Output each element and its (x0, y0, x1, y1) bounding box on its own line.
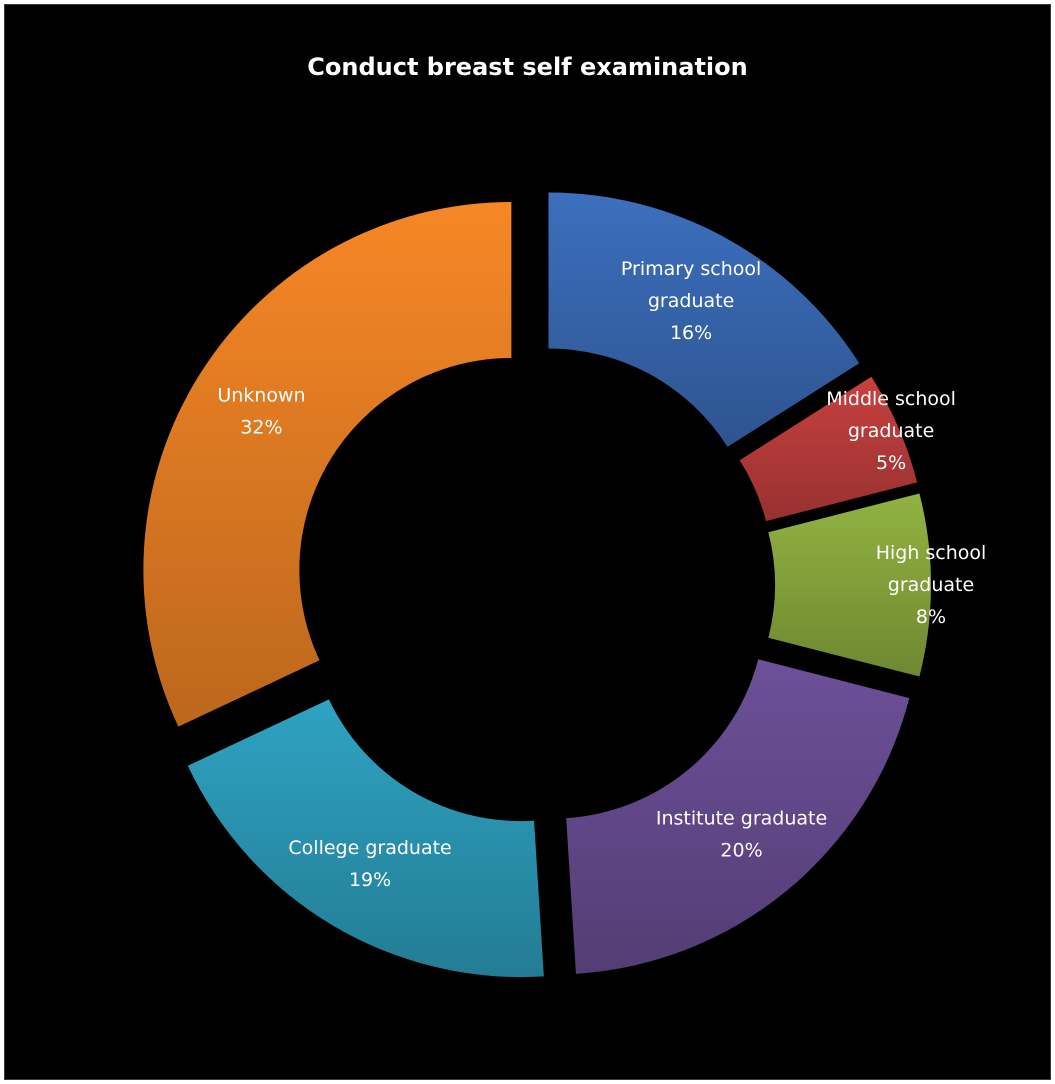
data-label-high-school-graduate: High school graduate 8% (876, 542, 987, 628)
chart-area: Conduct breast self examination Primary … (4, 4, 1051, 1080)
data-label-institute-graduate: Institute graduate 20% (656, 807, 827, 861)
slice-college-graduate (187, 699, 544, 978)
labels-layer: Primary school graduate 16% Middle school gr… (217, 258, 986, 891)
slice-middle-school-graduate (739, 376, 918, 522)
slices-layer (143, 192, 932, 978)
data-label-primary-school-graduate: Primary school graduate 16% (621, 258, 761, 344)
data-label-college-graduate: College graduate 19% (288, 836, 451, 890)
data-label-middle-school-graduate: Middle school graduate 5% (826, 387, 956, 473)
slice-high-school-graduate (768, 493, 932, 677)
data-label-unknown: Unknown 32% (217, 384, 305, 438)
chart-title: Conduct breast self examination (307, 53, 748, 81)
donut-chart: Primary school graduate 16% Middle school gr… (143, 192, 986, 978)
slice-institute-graduate (566, 659, 910, 974)
slice-primary-school-graduate (548, 192, 860, 447)
slice-unknown (143, 201, 512, 727)
